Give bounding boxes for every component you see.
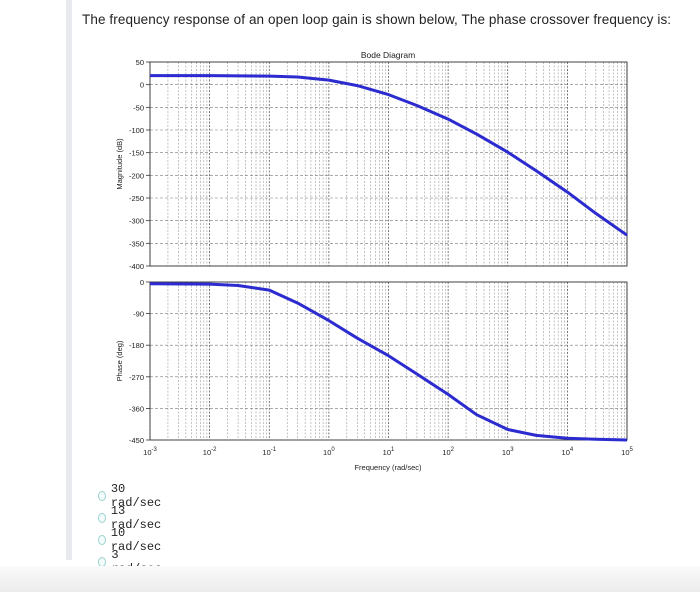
magnitude-y-tick-label: 0 bbox=[140, 81, 144, 90]
phase-y-axis-label: Phase (deg) bbox=[115, 340, 124, 381]
magnitude-response-line bbox=[150, 74, 628, 237]
x-tick-label: 10-3 bbox=[143, 447, 157, 457]
bode-diagram: Bode Diagram 50 0 -50 -100 -150 -200 -250 -300 -3… bbox=[115, 50, 634, 472]
x-tick-label: 100 bbox=[323, 447, 335, 457]
radio-button[interactable] bbox=[98, 513, 106, 523]
phase-y-tick-label: -360 bbox=[129, 404, 144, 413]
x-tick-label: 10-1 bbox=[262, 447, 276, 457]
magnitude-axes-frame bbox=[149, 61, 628, 267]
radio-button[interactable] bbox=[98, 491, 106, 501]
option-30-rad-sec[interactable]: 30 rad/sec bbox=[98, 482, 163, 510]
question-text: The frequency response of an open loop g… bbox=[82, 12, 672, 27]
magnitude-y-axis-label: Magnitude (dB) bbox=[115, 138, 124, 190]
option-label: 10 rad/sec bbox=[110, 526, 162, 554]
phase-y-tick-label: -90 bbox=[133, 310, 144, 319]
magnitude-y-tick-label: -100 bbox=[129, 126, 144, 135]
phase-y-tick-label: -180 bbox=[129, 341, 144, 350]
x-tick-label: 10-2 bbox=[203, 447, 217, 457]
magnitude-y-tick-label: -250 bbox=[129, 194, 144, 203]
page-left-rule bbox=[66, 0, 72, 560]
magnitude-y-tick-label: -50 bbox=[133, 103, 144, 112]
x-tick-label: 105 bbox=[621, 447, 633, 457]
magnitude-y-tick-label: -300 bbox=[129, 217, 144, 226]
phase-y-tick-label: 0 bbox=[140, 278, 144, 287]
x-axis-label: Frequency (rad/sec) bbox=[354, 463, 422, 472]
option-10-rad-sec[interactable]: 10 rad/sec bbox=[98, 526, 163, 554]
option-label: 30 rad/sec bbox=[110, 482, 162, 510]
magnitude-y-tick-label: -400 bbox=[129, 262, 144, 271]
x-tick-label: 101 bbox=[383, 447, 395, 457]
bottom-bar bbox=[0, 566, 700, 592]
phase-y-tick-label: -270 bbox=[129, 373, 144, 382]
magnitude-y-tick-label: -200 bbox=[129, 171, 144, 180]
radio-button[interactable] bbox=[98, 535, 106, 545]
phase-response-line bbox=[149, 282, 628, 442]
x-tick-label: 102 bbox=[442, 447, 454, 457]
phase-axes-frame bbox=[149, 281, 628, 441]
phase-y-tick-label: -450 bbox=[129, 436, 144, 445]
magnitude-y-tick-label: -350 bbox=[129, 239, 144, 248]
x-tick-label: 104 bbox=[562, 447, 574, 457]
magnitude-y-tick-label: 50 bbox=[136, 58, 144, 67]
magnitude-y-tick-label: -150 bbox=[129, 149, 144, 158]
x-tick-label: 103 bbox=[502, 447, 514, 457]
option-label: 13 rad/sec bbox=[110, 504, 162, 532]
chart-title: Bode Diagram bbox=[361, 50, 415, 60]
option-13-rad-sec[interactable]: 13 rad/sec bbox=[98, 504, 163, 532]
